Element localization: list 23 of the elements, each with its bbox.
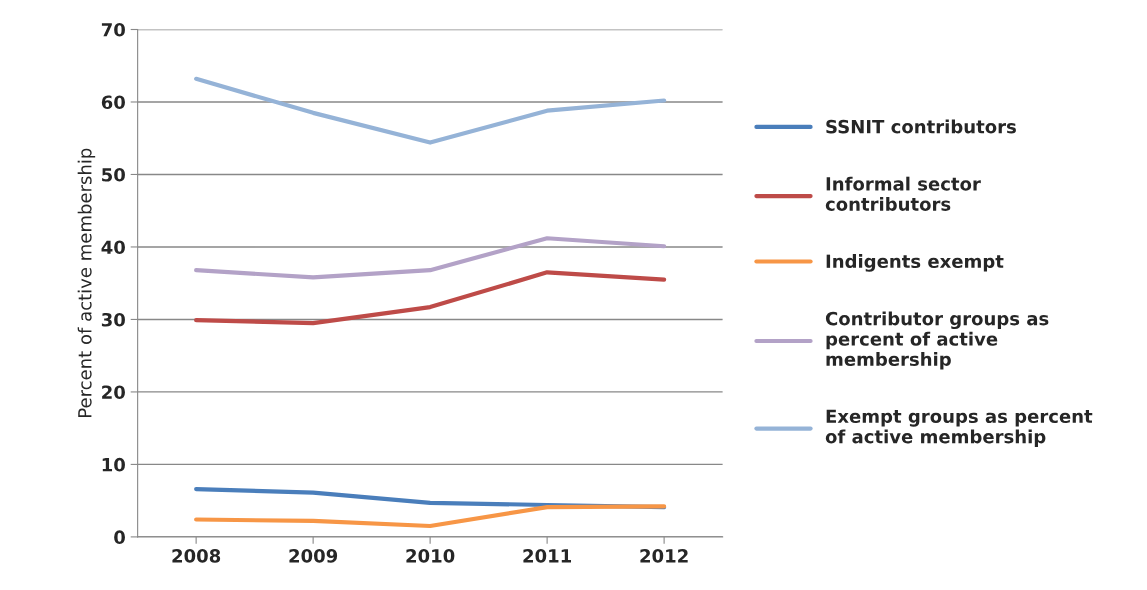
x-tick-label: 2011	[523, 549, 571, 563]
x-tick-label: 2009	[289, 549, 338, 563]
legend-label: Exempt groups as percent of active membership	[825, 409, 1093, 447]
y-tick-label: 50	[102, 167, 125, 182]
x-tick-label: 2012	[640, 549, 688, 563]
y-tick-label: 70	[101, 22, 125, 37]
line-series	[194, 270, 667, 326]
y-tick-label: 20	[102, 385, 125, 400]
y-tick-label: 0	[114, 530, 125, 545]
y-axis-title: Percent of active membership	[77, 148, 96, 417]
legend-label: Indigents exempt	[826, 254, 1004, 272]
y-tick-label: 60	[101, 95, 125, 110]
legend-label: Informal sector contributors	[825, 176, 981, 211]
y-tick-label: 30	[101, 312, 125, 327]
y-tick-label: 10	[102, 457, 125, 472]
line-series	[194, 76, 667, 145]
legend-label: Contributor groups as percent of active membership	[825, 311, 1049, 370]
line-series	[194, 236, 667, 280]
y-tick-label: 40	[101, 240, 125, 255]
x-tick-label: 2008	[172, 549, 221, 563]
x-tick-label: 2010	[406, 549, 455, 563]
line-series	[194, 504, 667, 529]
legend-label: SSNIT contributors	[826, 119, 1016, 134]
